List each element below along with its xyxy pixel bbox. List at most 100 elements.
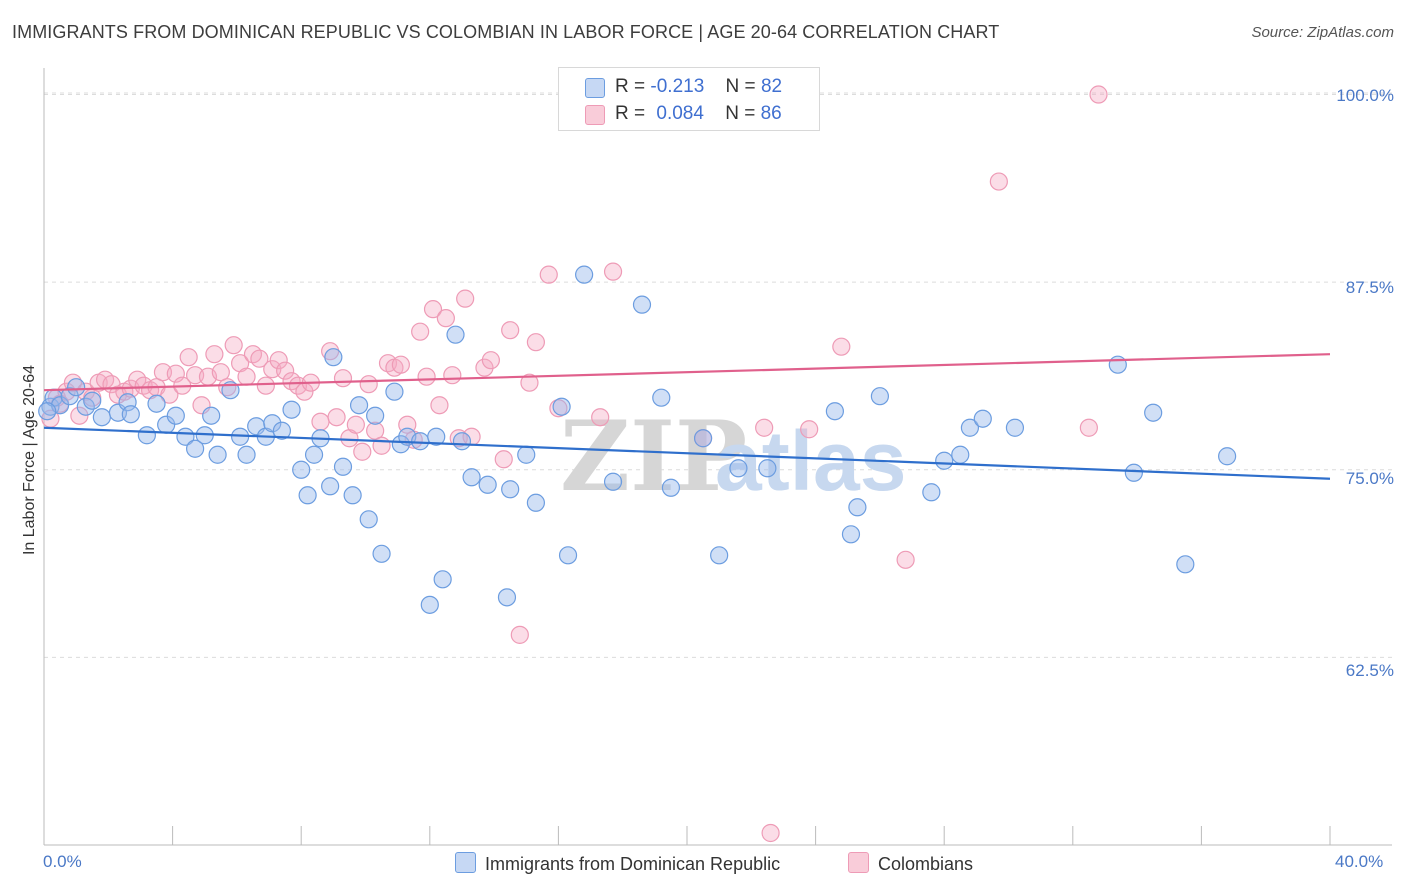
dominican-point bbox=[497, 588, 517, 607]
legend-r-value-blue: -0.213 bbox=[650, 76, 705, 97]
colombian-point bbox=[353, 442, 372, 461]
dominican-point bbox=[1124, 463, 1143, 482]
dominican-point bbox=[951, 445, 970, 464]
dominican-point bbox=[517, 445, 536, 464]
dominican-point bbox=[343, 486, 362, 505]
colombian-point bbox=[510, 625, 529, 644]
dominican-point bbox=[558, 546, 578, 565]
colombian-point bbox=[526, 333, 545, 352]
legend-n-label: N = bbox=[725, 76, 756, 97]
colombian-point bbox=[896, 550, 915, 569]
y-axis-label: In Labor Force | Age 20-64 bbox=[21, 364, 38, 556]
dominican-point bbox=[391, 435, 410, 454]
colombian-point bbox=[1089, 85, 1108, 104]
dominican-point bbox=[693, 429, 713, 448]
dominican-point bbox=[729, 459, 748, 478]
dominican-point bbox=[372, 544, 391, 563]
colombian-point bbox=[423, 300, 443, 319]
dominican-point bbox=[922, 483, 941, 502]
bottom-legend-pink-label: Colombians bbox=[878, 854, 974, 874]
dominican-point bbox=[652, 388, 671, 407]
dominican-point bbox=[282, 400, 301, 419]
legend-r-label: R = bbox=[615, 76, 646, 97]
colombian-point bbox=[501, 321, 520, 340]
colombian-point bbox=[250, 349, 269, 368]
legend-r-label: R = bbox=[615, 103, 646, 124]
dominican-point bbox=[446, 325, 465, 344]
x-tick-label-min: 0.0% bbox=[43, 852, 82, 871]
colombian-point bbox=[800, 420, 819, 439]
dominican-point bbox=[298, 486, 317, 505]
dominican-point bbox=[870, 387, 890, 406]
dominican-point bbox=[237, 445, 256, 464]
colombians-points bbox=[41, 85, 1108, 843]
bottom-blue-swatch bbox=[455, 852, 476, 873]
bottom-pink-swatch bbox=[848, 852, 869, 873]
legend-r-value-pink: 0.084 bbox=[656, 103, 704, 124]
dominican-point bbox=[121, 405, 140, 424]
colombian-point bbox=[218, 378, 237, 397]
colombian-point bbox=[256, 376, 275, 395]
watermark: ZIP atlas bbox=[560, 400, 906, 513]
colombian-point bbox=[603, 262, 623, 281]
correlation-legend: R = -0.213 N = 82 R = 0.084 N = 86 bbox=[558, 67, 820, 131]
dominican-point bbox=[1005, 418, 1025, 437]
colombian-point bbox=[391, 355, 410, 374]
dominican-point bbox=[575, 265, 594, 284]
colombian-point bbox=[346, 415, 365, 434]
dominican-point bbox=[501, 480, 520, 499]
dominican-point bbox=[420, 595, 439, 614]
legend-n-value-blue: 82 bbox=[760, 76, 783, 97]
dominican-point bbox=[526, 493, 545, 512]
dominican-point bbox=[452, 432, 472, 451]
dominican-point bbox=[632, 295, 652, 314]
colombian-point bbox=[755, 418, 774, 437]
y-tick-label: 75.0% bbox=[1345, 469, 1394, 488]
colombian-point bbox=[237, 367, 256, 386]
colombian-point bbox=[411, 322, 430, 341]
colombian-point bbox=[269, 351, 288, 370]
colombian-point bbox=[1079, 418, 1098, 437]
dominican-point bbox=[186, 439, 205, 458]
colombian-point bbox=[359, 375, 378, 394]
dominican-point bbox=[1108, 355, 1127, 374]
colombian-point bbox=[436, 309, 455, 328]
colombian-point bbox=[761, 823, 780, 843]
colombian-point bbox=[333, 369, 353, 388]
dominican-point bbox=[208, 445, 227, 464]
dominican-point bbox=[1144, 403, 1163, 422]
colombian-point bbox=[520, 373, 539, 392]
colombian-point bbox=[327, 408, 346, 427]
bottom-legend-pink: Colombians bbox=[848, 852, 973, 875]
colombian-point bbox=[443, 366, 462, 385]
colombian-point bbox=[224, 336, 243, 355]
blue-swatch bbox=[585, 78, 605, 98]
dominican-point bbox=[462, 468, 481, 487]
dominican-point bbox=[411, 432, 430, 451]
colombian-point bbox=[591, 408, 610, 427]
y-tick-label: 100.0% bbox=[1336, 86, 1394, 105]
dominican-point bbox=[263, 414, 282, 433]
dominican-point bbox=[427, 427, 446, 446]
pink-swatch bbox=[585, 105, 605, 125]
dominican-point bbox=[960, 418, 980, 437]
colombian-trend-line bbox=[43, 353, 1331, 392]
dominican-point bbox=[137, 426, 156, 445]
dominican-point bbox=[272, 421, 292, 440]
dominican-point bbox=[758, 459, 777, 478]
dominican-point bbox=[321, 477, 340, 496]
legend-n-value-pink: 86 bbox=[760, 103, 782, 124]
trend-lines bbox=[43, 353, 1331, 480]
dominican-point bbox=[552, 397, 571, 416]
dominican-point bbox=[60, 387, 79, 406]
dominican-point bbox=[710, 546, 729, 565]
dominican-point bbox=[166, 406, 185, 425]
dominican-point bbox=[366, 406, 385, 425]
dominican-point bbox=[433, 570, 452, 589]
dominican-point bbox=[92, 408, 111, 427]
dominican-point bbox=[385, 382, 404, 401]
colombian-point bbox=[539, 265, 558, 284]
dominican-point bbox=[841, 525, 861, 544]
dominican-point bbox=[118, 393, 137, 412]
dominican-point bbox=[202, 406, 221, 425]
